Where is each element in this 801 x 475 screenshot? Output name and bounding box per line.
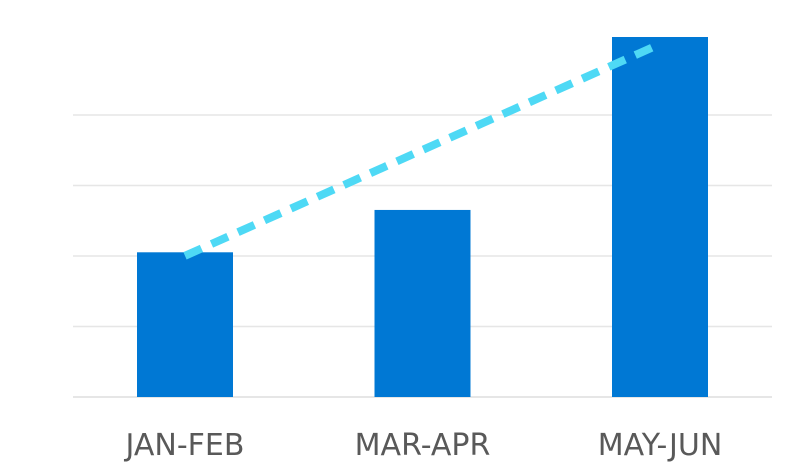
bars (137, 37, 708, 397)
bar-jan-feb (137, 252, 233, 397)
x-tick-label: JAN-FEB (124, 428, 245, 463)
x-tick-label: MAY-JUN (598, 428, 723, 463)
x-tick-label: MAR-APR (355, 428, 491, 463)
category-labels: JAN-FEB MAR-APR MAY-JUN (124, 428, 723, 463)
bar-may-jun (612, 37, 708, 397)
bar-mar-apr (374, 209, 471, 397)
